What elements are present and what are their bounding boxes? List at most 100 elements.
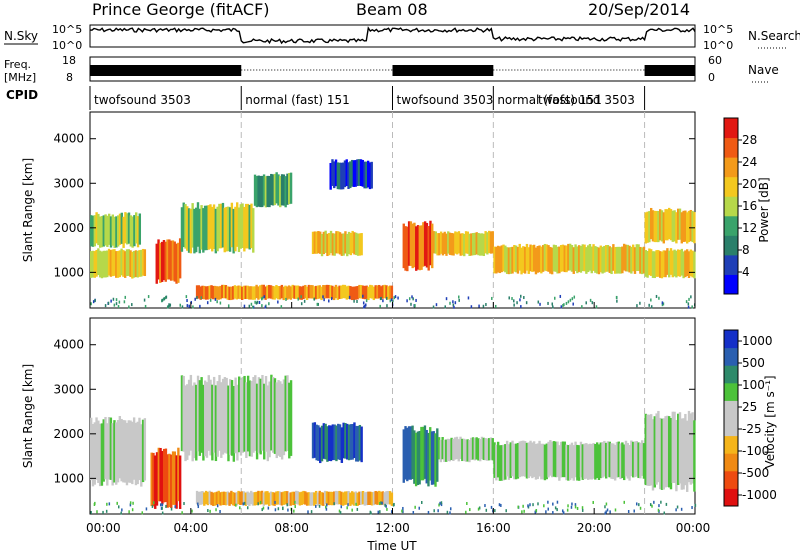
heatmap-cell (192, 305, 194, 309)
heatmap-cell (106, 423, 109, 486)
heatmap-cell (585, 443, 588, 479)
heatmap-cell (635, 502, 638, 506)
heatmap-cell (108, 502, 111, 506)
heatmap-cell (466, 439, 469, 462)
heatmap-cell (478, 304, 480, 308)
heatmap-cell (414, 432, 418, 487)
heatmap-cell (353, 422, 356, 459)
heatmap-cell (307, 510, 309, 514)
heatmap-cell (538, 245, 541, 273)
heatmap-cell (655, 210, 658, 243)
heatmap-cell (279, 176, 282, 208)
heatmap-cell (493, 442, 496, 478)
heatmap-cell (120, 248, 123, 276)
heatmap-cell (347, 231, 351, 255)
heatmap-cell (440, 503, 443, 507)
heatmap-cell (115, 251, 118, 278)
heatmap-cell (545, 510, 547, 514)
heatmap-cell (246, 203, 250, 249)
y-tick-label: 4000 (53, 132, 84, 146)
heatmap-cell (252, 305, 255, 309)
heatmap-cell (379, 304, 381, 308)
heatmap-cell (687, 302, 690, 306)
colorbar-tick-label: 20 (742, 177, 757, 191)
heatmap-cell (387, 286, 390, 300)
heatmap-cell (237, 376, 241, 453)
heatmap-cell (651, 210, 655, 242)
heatmap-cell (201, 285, 204, 300)
heatmap-cell (662, 212, 665, 244)
heatmap-cell (452, 438, 455, 462)
heatmap-cell (143, 249, 147, 277)
heatmap-cell (91, 250, 95, 278)
heatmap-cell (404, 426, 407, 480)
heatmap-cell (664, 209, 667, 241)
heatmap-cell (384, 503, 386, 507)
heatmap-cell (315, 424, 318, 461)
heatmap-cell (480, 436, 484, 460)
heatmap-cell (554, 296, 556, 300)
heatmap-cell (129, 501, 132, 505)
heatmap-cell (126, 213, 129, 245)
heatmap-cell (218, 375, 221, 451)
heatmap-cell (594, 443, 597, 480)
heatmap-cell (277, 380, 280, 456)
heatmap-cell (166, 454, 169, 508)
heatmap-cell (545, 443, 548, 480)
heatmap-cell (579, 245, 583, 273)
heatmap-cell (317, 231, 320, 254)
heatmap-cell (588, 243, 592, 271)
heatmap-cell (535, 508, 538, 512)
heatmap-cell (523, 509, 525, 513)
heatmap-cell (385, 285, 388, 299)
heatmap-cell (331, 159, 334, 186)
heatmap-cell (356, 285, 359, 300)
heatmap-cell (585, 247, 588, 274)
heatmap-cell (143, 298, 146, 302)
heatmap-cell (182, 375, 185, 452)
heatmap-cell (214, 297, 217, 301)
heatmap-cell (344, 231, 347, 254)
heatmap-cell (572, 445, 575, 481)
heatmap-cell (282, 379, 286, 456)
heatmap-cell (102, 215, 106, 247)
heatmap-cell (118, 250, 122, 278)
heatmap-cell (621, 442, 624, 479)
heatmap-cell (92, 300, 95, 304)
heatmap-cell (675, 250, 678, 278)
heatmap-cell (227, 304, 230, 308)
x-tick-label: 16:00 (476, 521, 511, 535)
heatmap-cell (165, 504, 167, 508)
heatmap-cell (556, 441, 559, 478)
heatmap-cell (224, 285, 228, 299)
heatmap-cell (404, 226, 407, 271)
heatmap-cell (520, 247, 523, 275)
heatmap-cell (196, 375, 200, 452)
colorbar-swatch (724, 435, 738, 454)
freq-bar (90, 65, 242, 76)
heatmap-cell (498, 503, 501, 507)
heatmap-cell (411, 425, 414, 480)
heatmap-cell (383, 492, 386, 506)
heatmap-cell (363, 161, 366, 189)
heatmap-cell (478, 506, 481, 510)
heatmap-cell (570, 442, 574, 479)
heatmap-cell (273, 173, 277, 206)
heatmap-cell (191, 385, 194, 462)
heatmap-cell (565, 301, 568, 305)
heatmap-cell (664, 250, 667, 278)
heatmap-cell (291, 491, 294, 506)
heatmap-cell (508, 296, 510, 300)
heatmap-cell (486, 438, 489, 461)
heatmap-cell (232, 386, 236, 462)
heatmap-cell (414, 505, 416, 509)
heatmap-cell (251, 492, 255, 506)
heatmap-cell (275, 172, 278, 204)
heatmap-cell (608, 441, 611, 478)
heatmap-cell (479, 439, 482, 462)
heatmap-cell (556, 500, 559, 504)
heatmap-cell (212, 204, 216, 249)
heatmap-cell (141, 248, 145, 276)
heatmap-cell (209, 204, 212, 249)
heatmap-cell (356, 159, 359, 187)
